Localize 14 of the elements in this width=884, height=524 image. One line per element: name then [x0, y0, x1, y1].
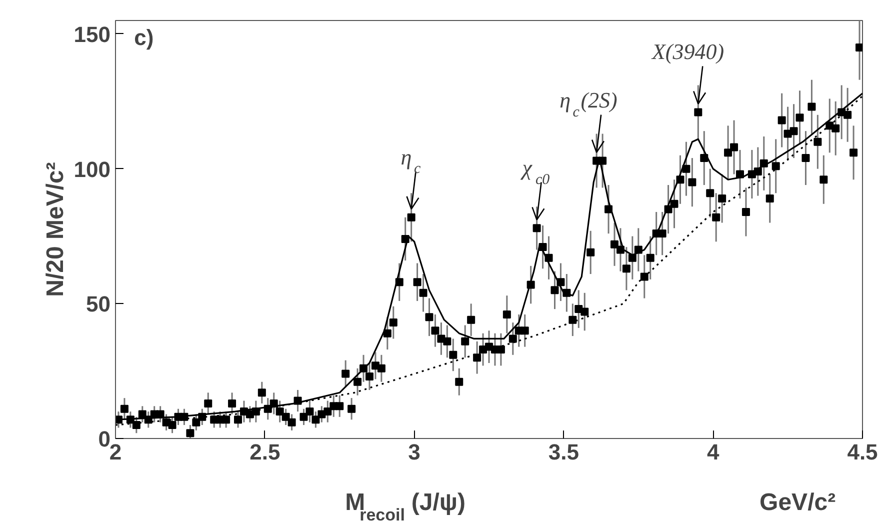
y-tick-label: 0: [98, 426, 111, 452]
x-tick-label: 3: [408, 440, 420, 464]
text: GeV/c²: [760, 488, 836, 516]
annotation: c): [134, 24, 154, 50]
annotation: X(3940): [650, 39, 724, 64]
x-tick-label: 3.5: [548, 440, 579, 464]
x-tick-label: 2: [109, 440, 122, 464]
y-axis-title: N/20 MeV/c²: [42, 162, 69, 297]
y-tick-label: 100: [74, 156, 111, 182]
x-tick-label: 4.5: [847, 440, 878, 464]
y-tick-label: 50: [86, 292, 111, 317]
y-tick-label: 150: [74, 22, 111, 47]
x-tick-label: 4: [706, 440, 720, 464]
x-tick-label: 2.5: [250, 440, 280, 464]
